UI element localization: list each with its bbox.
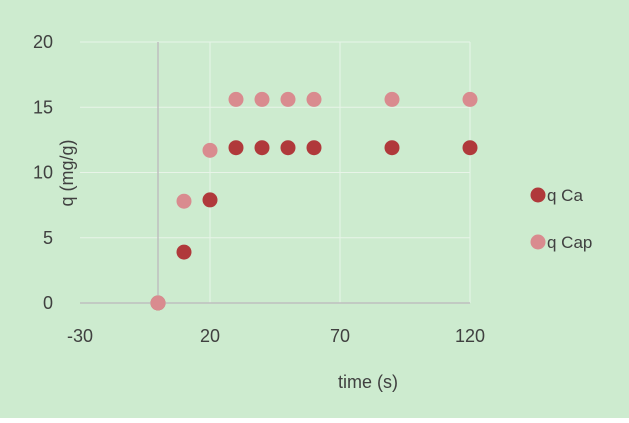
x-axis-label: time (s) <box>338 372 398 392</box>
data-point <box>254 140 270 156</box>
x-tick-label: 120 <box>455 326 485 346</box>
gridlines <box>80 41 471 303</box>
data-point <box>384 91 400 107</box>
data-point <box>306 140 322 156</box>
data-point <box>280 91 296 107</box>
data-point <box>254 91 270 107</box>
data-point <box>176 244 192 260</box>
data-point <box>176 193 192 209</box>
legend-marker <box>530 234 546 250</box>
data-series <box>150 91 478 311</box>
data-point <box>280 140 296 156</box>
data-point <box>462 91 478 107</box>
legend: q Ca q Cap <box>530 186 592 252</box>
legend-label: q Cap <box>547 233 592 252</box>
tick-labels: 0 5 10 15 20 -30 20 70 120 <box>33 32 485 346</box>
axes <box>80 42 470 304</box>
series-2 <box>150 91 478 311</box>
data-point <box>202 142 218 158</box>
y-tick-label: 5 <box>43 228 53 248</box>
legend-marker <box>530 187 546 203</box>
data-point <box>228 91 244 107</box>
y-axis-label: q (mg/g) <box>57 139 77 206</box>
y-tick-label: 0 <box>43 293 53 313</box>
data-point <box>384 140 400 156</box>
legend-label: q Ca <box>547 186 583 205</box>
x-tick-label: -30 <box>67 326 93 346</box>
y-tick-label: 20 <box>33 32 53 52</box>
data-point <box>150 295 166 311</box>
data-point <box>202 192 218 208</box>
data-point <box>306 91 322 107</box>
y-tick-label: 10 <box>33 163 53 183</box>
x-tick-label: 70 <box>330 326 350 346</box>
data-point <box>462 140 478 156</box>
data-point <box>228 140 244 156</box>
y-tick-label: 15 <box>33 97 53 117</box>
x-tick-label: 20 <box>200 326 220 346</box>
